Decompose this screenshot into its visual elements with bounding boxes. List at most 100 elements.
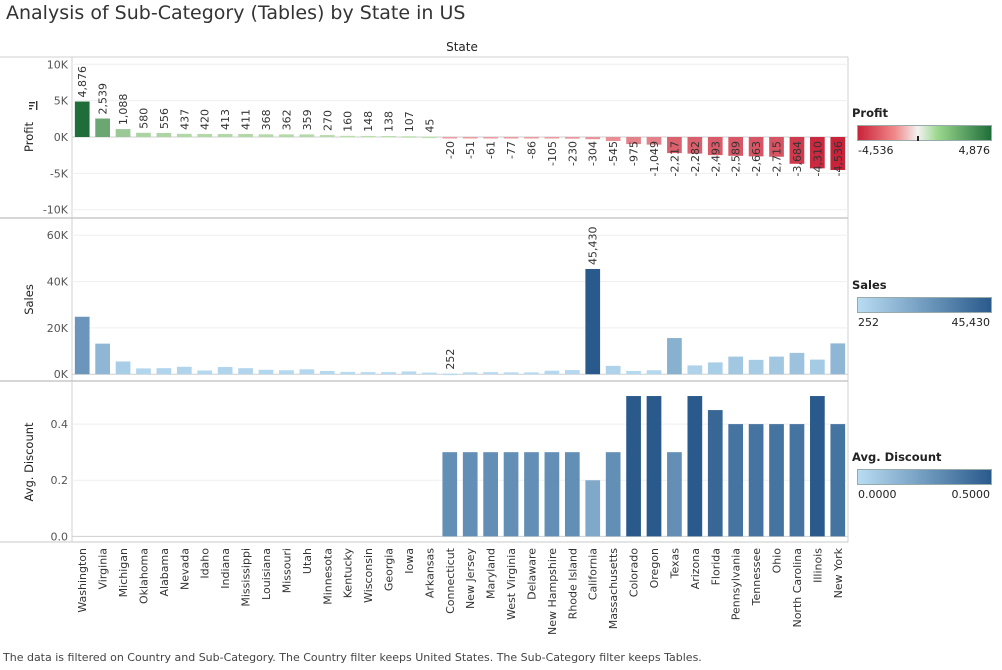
bar-profit-missouri[interactable] [279,134,294,137]
bar-sales-california[interactable] [585,268,601,375]
bar-sales-michigan[interactable] [115,361,131,375]
bar-profit-oregon[interactable] [646,137,662,145]
bar-profit-idaho[interactable] [197,133,213,137]
bar-profit-pennsylvania[interactable] [728,137,744,156]
bar-avg-discount-connecticut[interactable] [442,452,458,537]
bar-sales-kentucky[interactable] [340,371,356,375]
bar-avg-discount-new-york[interactable] [830,424,846,537]
bar-sales-pennsylvania[interactable] [728,356,744,375]
bar-profit-washington[interactable] [74,101,90,137]
bar-avg-discount-rhode-island[interactable] [564,452,580,537]
bar-sales-maryland[interactable] [483,372,498,375]
bar-profit-colorado[interactable] [626,137,641,145]
bar-profit-delaware[interactable] [524,137,539,139]
bar-sales-west-virginia[interactable] [503,372,519,375]
bar-sales-new-hampshire[interactable] [544,370,560,375]
bar-sales-alabama[interactable] [156,368,172,375]
bar-profit-florida[interactable] [707,137,723,156]
bar-avg-discount-delaware[interactable] [524,452,539,537]
bar-avg-discount-pennsylvania[interactable] [728,424,744,537]
bar-sales-wisconsin[interactable] [360,372,376,375]
bar-sales-new-york[interactable] [830,343,846,375]
sort-icon-line [29,108,32,110]
bar-profit-new-jersey[interactable] [462,137,478,139]
bar-sales-arkansas[interactable] [422,372,437,375]
bar-sales-oklahoma[interactable] [136,368,151,375]
sort-icon[interactable] [29,101,38,110]
bar-sales-utah[interactable] [299,369,315,375]
bar-sales-massachusetts[interactable] [605,365,621,375]
y-tick-label: 0.4 [51,418,69,431]
bar-avg-discount-arizona[interactable] [687,396,703,537]
bar-profit-indiana[interactable] [217,133,233,137]
bar-avg-discount-west-virginia[interactable] [503,452,519,537]
bar-profit-utah[interactable] [299,134,315,137]
bar-avg-discount-california[interactable] [585,480,601,537]
bar-sales-delaware[interactable] [524,372,539,375]
bar-sales-iowa[interactable] [401,371,417,375]
bar-profit-oklahoma[interactable] [136,132,151,137]
bar-profit-west-virginia[interactable] [503,137,519,139]
bar-avg-discount-new-hampshire[interactable] [544,452,560,537]
bar-sales-idaho[interactable] [197,370,213,375]
bar-sales-louisiana[interactable] [258,369,274,375]
bar-profit-connecticut[interactable] [442,137,458,139]
bar-sales-arizona[interactable] [687,365,703,375]
bar-avg-discount-oregon[interactable] [646,396,662,537]
bar-sales-indiana[interactable] [217,367,233,375]
bar-profit-ohio[interactable] [769,137,784,157]
bar-sales-rhode-island[interactable] [564,370,580,375]
bar-avg-discount-colorado[interactable] [626,396,641,537]
bar-profit-mississippi[interactable] [238,134,253,137]
bar-profit-texas[interactable] [667,137,682,154]
bar-profit-nevada[interactable] [176,133,192,137]
bar-sales-washington[interactable] [74,316,90,375]
bar-sales-colorado[interactable] [626,370,641,375]
bar-sales-illinois[interactable] [810,359,825,375]
bar-profit-new-hampshire[interactable] [544,137,560,139]
bar-sales-oregon[interactable] [646,370,662,375]
bar-avg-discount-new-jersey[interactable] [462,452,478,537]
bar-avg-discount-maryland[interactable] [483,452,498,537]
bar-avg-discount-texas[interactable] [667,452,682,537]
bar-profit-maryland[interactable] [483,137,498,139]
bar-sales-georgia[interactable] [381,372,396,375]
bar-profit-new-york[interactable] [830,137,846,170]
bar-avg-discount-ohio[interactable] [769,424,784,537]
bar-sales-nevada[interactable] [176,366,192,375]
bar-profit-louisiana[interactable] [258,134,274,137]
bar-profit-kentucky[interactable] [340,135,356,138]
bar-sales-tennessee[interactable] [748,359,764,375]
bar-profit-north-carolina[interactable] [789,137,805,164]
bar-profit-arkansas[interactable] [422,136,437,139]
y-tick-label: -10K [43,204,69,217]
bar-profit-california[interactable] [585,137,601,140]
bar-sales-north-carolina[interactable] [789,352,805,375]
bar-profit-tennessee[interactable] [748,137,764,157]
bar-profit-virginia[interactable] [95,118,110,137]
bar-avg-discount-massachusetts[interactable] [605,452,621,537]
bar-sales-new-jersey[interactable] [462,372,478,375]
bar-sales-minnesota[interactable] [319,370,335,375]
bar-avg-discount-tennessee[interactable] [748,424,764,537]
bar-avg-discount-north-carolina[interactable] [789,424,805,537]
bar-profit-michigan[interactable] [115,129,131,137]
bar-profit-minnesota[interactable] [319,135,335,137]
bar-avg-discount-illinois[interactable] [810,396,825,537]
bar-profit-rhode-island[interactable] [564,137,580,139]
bar-sales-florida[interactable] [707,362,723,375]
bar-sales-mississippi[interactable] [238,368,253,375]
bar-profit-arizona[interactable] [687,137,703,154]
bar-sales-virginia[interactable] [95,343,110,375]
bar-sales-missouri[interactable] [279,370,294,375]
bar-profit-massachusetts[interactable] [605,137,621,141]
bar-sales-ohio[interactable] [769,356,784,375]
bar-sales-connecticut[interactable] [442,373,458,376]
bar-avg-discount-florida[interactable] [707,410,723,537]
bar-profit-alabama[interactable] [156,132,172,137]
bar-profit-iowa[interactable] [401,136,417,138]
bar-profit-wisconsin[interactable] [360,135,376,138]
bar-profit-illinois[interactable] [810,137,825,169]
bar-sales-texas[interactable] [667,338,682,375]
bar-profit-georgia[interactable] [381,135,396,138]
